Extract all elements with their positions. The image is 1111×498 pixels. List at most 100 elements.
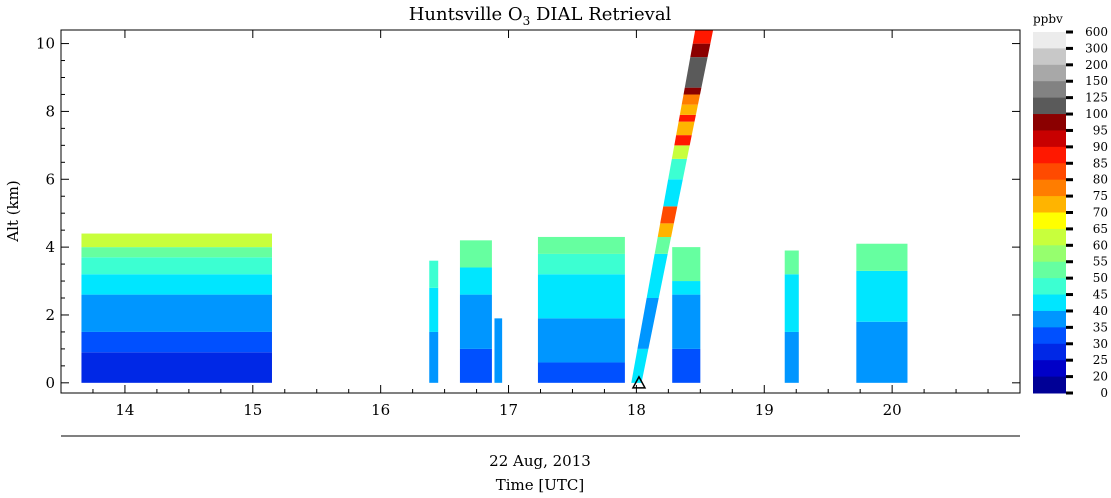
colorbar-swatch — [1033, 32, 1066, 49]
colorbar-swatch — [1033, 245, 1066, 263]
colorbar-tick-label: 90 — [1093, 140, 1108, 154]
colorbar-swatch — [1033, 228, 1066, 246]
colorbar-tick-label: 95 — [1093, 123, 1108, 137]
slant-profile-cell — [637, 298, 659, 349]
slant-profile-cell — [678, 114, 696, 122]
profile-cell — [784, 331, 799, 383]
colorbar-swatch — [1033, 327, 1066, 345]
slant-profile-cell — [692, 30, 714, 44]
station-marker — [631, 375, 647, 389]
profile-cell — [856, 270, 908, 322]
profile-cell — [537, 274, 625, 319]
colorbar-swatch — [1033, 81, 1066, 99]
profile-cell — [537, 253, 625, 275]
profile-cell — [429, 331, 439, 383]
slant-profile-cell — [646, 253, 668, 299]
x-tick-label: 14 — [115, 401, 134, 419]
profile-cell — [429, 260, 439, 288]
colorbar-tick-label: 30 — [1093, 337, 1108, 351]
colorbar-tick-label: 300 — [1085, 41, 1108, 55]
colorbar-tick-label: 40 — [1093, 304, 1108, 318]
colorbar-swatch — [1033, 278, 1066, 296]
colorbar-tick-label: 150 — [1085, 74, 1108, 88]
profile-cell — [459, 240, 492, 268]
profile-cell — [672, 294, 701, 349]
slant-profile-cell — [690, 43, 711, 58]
colorbar-swatch — [1033, 130, 1066, 148]
y-tick-label: 8 — [45, 102, 55, 120]
colorbar-swatch — [1033, 310, 1066, 328]
profile-cell — [856, 321, 908, 383]
colorbar-tick-label: 20 — [1093, 370, 1108, 384]
profile-cell — [784, 250, 799, 275]
colorbar-tick-label: 25 — [1093, 353, 1108, 367]
colorbar-tick-label: 600 — [1085, 25, 1108, 39]
profile-cell — [81, 294, 272, 332]
colorbar-swatch — [1033, 97, 1066, 115]
profile-cell — [459, 267, 492, 295]
colorbar-swatch — [1033, 360, 1066, 378]
colorbar-unit-label: ppbv — [1033, 12, 1063, 26]
colorbar-tick-label: 70 — [1093, 206, 1108, 220]
colorbar-tick-label: 65 — [1093, 222, 1108, 236]
slant-profile-cell — [668, 158, 687, 180]
x-tick-label: 19 — [755, 401, 774, 419]
colorbar-swatch — [1033, 114, 1066, 131]
colorbar-swatch — [1033, 261, 1066, 279]
colorbar-swatch — [1033, 376, 1066, 394]
x-axis: 14 15 16 17 18 19 20 — [60, 30, 989, 419]
slant-profile-cell — [671, 145, 690, 159]
colorbar-swatch — [1033, 212, 1066, 230]
x-tick-label: 20 — [883, 401, 902, 419]
colorbar-tick-label: 75 — [1093, 189, 1108, 203]
x-tick-label: 17 — [499, 401, 518, 419]
slant-profile-cell — [683, 87, 702, 95]
profile-cell — [672, 281, 701, 295]
profile-cell — [81, 247, 272, 258]
slant-profile-cell — [684, 57, 708, 88]
colorbar-tick-label: 200 — [1085, 58, 1108, 72]
x-axis-label: Time [UTC] — [496, 476, 585, 494]
colorbar-tick-label: 125 — [1085, 91, 1108, 105]
colorbar-swatch — [1033, 196, 1066, 213]
slant-profile-cell — [676, 121, 695, 136]
colorbar-tick-label: 80 — [1093, 173, 1108, 187]
colorbar-swatch — [1033, 294, 1066, 312]
slant-profile-cell — [681, 94, 701, 105]
profile-cell — [429, 287, 439, 332]
slant-profile-cell — [663, 179, 683, 207]
x-tick-label: 16 — [371, 401, 390, 419]
colorbar-tick-label: 45 — [1093, 288, 1108, 302]
profile-cell — [537, 236, 625, 254]
y-axis: 0 2 4 6 8 10 — [36, 35, 1020, 392]
slant-profile-cell — [657, 223, 674, 237]
slant-profile-cell — [631, 348, 649, 383]
x-tick-label: 18 — [627, 401, 646, 419]
y-tick-label: 2 — [45, 306, 55, 324]
profile-cell — [672, 348, 701, 383]
profile-cell — [81, 274, 272, 295]
y-axis-label: Alt (km) — [4, 180, 22, 242]
profile-cell — [537, 362, 625, 383]
colorbar-swatch — [1033, 48, 1066, 66]
profile-cell — [494, 318, 503, 383]
colorbar-swatch — [1033, 64, 1066, 82]
x-tick-label: 15 — [243, 401, 262, 419]
slant-profile-cell — [679, 104, 698, 115]
colorbar-swatch — [1033, 146, 1066, 164]
colorbar-swatch — [1033, 179, 1066, 197]
slant-profile-cell — [660, 206, 678, 224]
profile-cell — [537, 318, 625, 363]
colorbar-tick-label: 0 — [1100, 386, 1108, 400]
profile-cell — [459, 294, 492, 349]
colorbar: 6003002001501251009590858075706560555045… — [1033, 25, 1108, 400]
y-tick-label: 6 — [45, 170, 55, 188]
colorbar-tick-label: 100 — [1085, 107, 1108, 121]
profile-cell — [81, 233, 272, 248]
profile-cell — [856, 243, 908, 271]
plot-data-layer — [81, 30, 908, 389]
y-tick-label: 10 — [36, 35, 55, 53]
slant-profile-cell — [654, 236, 672, 254]
profile-cell — [459, 348, 492, 383]
